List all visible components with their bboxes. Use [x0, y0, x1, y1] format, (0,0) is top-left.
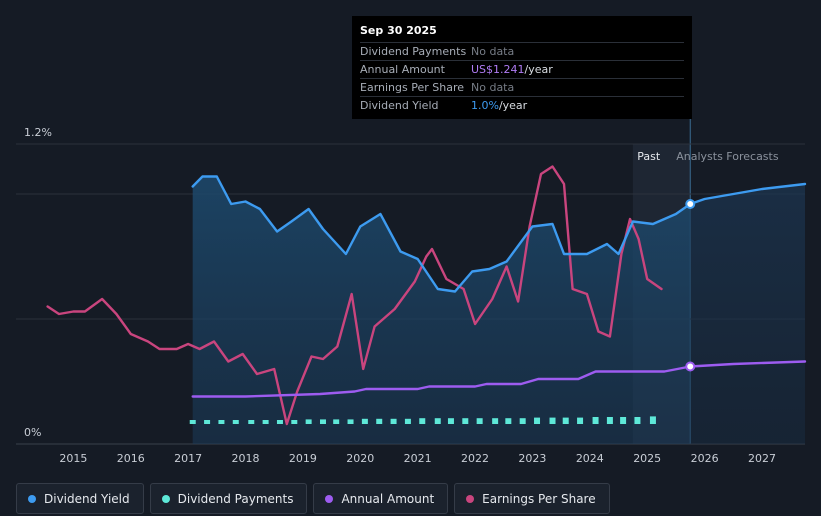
dividend-payment-bar	[376, 418, 383, 424]
x-tick-label: 2022	[461, 452, 489, 465]
dividend-payment-bar	[218, 420, 225, 424]
dividend-payment-bar	[492, 418, 499, 424]
x-tick-label: 2027	[748, 452, 776, 465]
dividend-payment-bar	[534, 417, 541, 424]
tooltip: Sep 30 2025 Dividend Payments No data An…	[352, 16, 692, 119]
legend-dot-icon	[325, 494, 334, 503]
y-tick-label: 1.2%	[24, 126, 52, 139]
legend-earnings-per-share[interactable]: Earnings Per Share	[454, 483, 610, 514]
dividend-payment-bar	[189, 420, 196, 424]
x-tick-label: 2026	[691, 452, 719, 465]
x-tick-label: 2017	[174, 452, 202, 465]
tooltip-value: US$1.241	[471, 63, 525, 76]
legend-dot-icon	[161, 494, 170, 503]
tooltip-row-dividend-payments: Dividend Payments No data	[360, 42, 684, 60]
dividend-payment-bar	[447, 418, 454, 424]
analysts-forecasts-label: Analysts Forecasts	[676, 150, 779, 163]
dividend-payment-bar	[634, 417, 641, 424]
legend-dividend-yield[interactable]: Dividend Yield	[16, 483, 144, 514]
dividend-payment-bar	[276, 420, 283, 424]
dividend-payment-bar	[549, 417, 556, 424]
tooltip-value: No data	[471, 81, 515, 94]
legend-annual-amount[interactable]: Annual Amount	[313, 483, 449, 514]
x-tick-label: 2018	[232, 452, 260, 465]
dividend-payment-bar	[649, 416, 656, 424]
legend-label: Dividend Yield	[44, 491, 130, 506]
x-tick-label: 2025	[633, 452, 661, 465]
x-tick-label: 2024	[576, 452, 604, 465]
legend-dot-icon	[28, 494, 36, 503]
tooltip-row-annual-amount: Annual Amount US$1.241/year	[360, 60, 684, 78]
dividend-payment-bar	[319, 419, 326, 424]
dividend-yield-marker	[685, 199, 696, 209]
dividend-payment-bar	[505, 418, 512, 424]
dividend-payment-bar	[592, 417, 599, 424]
dividend-payment-bar	[390, 418, 397, 424]
dividend-yield-forecast-area	[690, 184, 805, 444]
tooltip-suffix: /year	[498, 99, 528, 112]
tooltip-label: Dividend Payments	[360, 45, 467, 58]
dividend-yield-area	[192, 176, 691, 444]
dividend-payment-bar	[562, 417, 569, 424]
dividend-payment-bar	[333, 419, 340, 424]
earnings-per-share-line	[46, 165, 663, 426]
dividend-yield-line	[191, 175, 807, 293]
dividend-payment-bar	[476, 418, 483, 424]
x-tick-label: 2020	[346, 452, 374, 465]
annual-amount-line	[191, 360, 807, 398]
dividend-payment-bar	[606, 417, 613, 424]
dividend-payment-bar	[434, 418, 441, 424]
dividend-payment-bar	[232, 420, 239, 424]
dividend-payment-bar	[462, 418, 469, 424]
dividend-payment-bar	[204, 420, 211, 424]
past-label: Past	[637, 150, 661, 163]
x-tick-label: 2016	[117, 452, 145, 465]
dividend-payment-bar	[347, 419, 354, 424]
tooltip-label: Earnings Per Share	[360, 81, 465, 94]
tooltip-label: Annual Amount	[360, 63, 445, 76]
annual-amount-marker	[685, 361, 696, 372]
dividend-payment-bar	[620, 417, 627, 424]
dividend-payment-bar	[305, 419, 312, 424]
dividend-payment-bar	[262, 420, 269, 424]
x-tick-label: 2021	[404, 452, 432, 465]
legend-label: Earnings Per Share	[482, 491, 596, 506]
tooltip-value: No data	[471, 45, 515, 58]
dividend-payment-bar	[419, 418, 426, 424]
x-tick-label: 2015	[59, 452, 87, 465]
tooltip-row-earnings-per-share: Earnings Per Share No data	[360, 78, 684, 96]
dividend-payment-bar	[577, 417, 584, 424]
x-tick-label: 2023	[518, 452, 546, 465]
tooltip-suffix: /year	[524, 63, 553, 76]
y-tick-label: 0%	[24, 426, 41, 439]
dividend-payment-bar	[361, 418, 368, 424]
legend-dividend-payments[interactable]: Dividend Payments	[149, 483, 308, 514]
legend-dot-icon	[466, 494, 475, 503]
tooltip-date: Sep 30 2025	[360, 24, 437, 37]
tooltip-label: Dividend Yield	[360, 99, 439, 112]
legend-label: Annual Amount	[341, 491, 435, 506]
dividend-payment-bar	[404, 418, 411, 424]
dividend-payment-bar	[248, 420, 255, 424]
dividend-payment-bar	[291, 420, 298, 424]
x-tick-label: 2019	[289, 452, 317, 465]
legend: Dividend Yield Dividend Payments Annual …	[16, 483, 610, 514]
dividend-payment-bar	[519, 418, 526, 424]
tooltip-row-dividend-yield: Dividend Yield 1.0%/year	[360, 96, 684, 114]
legend-label: Dividend Payments	[177, 491, 294, 506]
tooltip-value: 1.0%	[471, 99, 499, 112]
